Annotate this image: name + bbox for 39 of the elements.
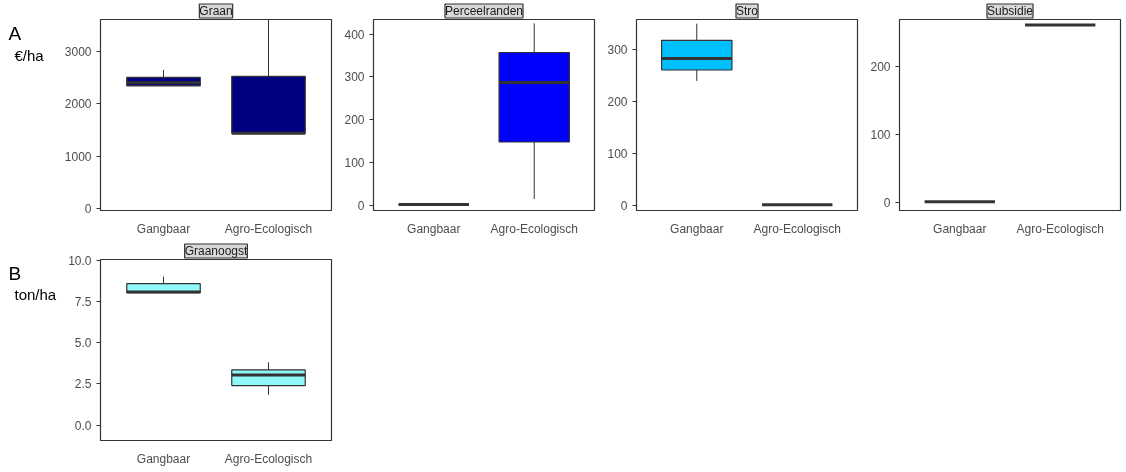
- chart-title: Perceelranden: [444, 4, 524, 18]
- y-tick-label: 100: [607, 147, 628, 162]
- x-tick-label: Gangbaar: [407, 221, 461, 236]
- y-tick-label: 2000: [64, 97, 92, 112]
- y-axis-title: €/ha: [14, 46, 45, 64]
- y-tick-label: 200: [607, 95, 628, 110]
- chart-title: Stro: [736, 4, 759, 18]
- x-tick-label: Agro-Ecologisch: [224, 451, 313, 466]
- text: A: [8, 22, 22, 44]
- y-tick-label: 100: [344, 156, 365, 171]
- x-tick-label: Agro-Ecologisch: [490, 221, 578, 236]
- y-tick-label: 0: [883, 195, 891, 210]
- y-tick-label: 1000: [64, 149, 92, 164]
- y-tick-label: 200: [870, 60, 891, 75]
- y-tick-label: 0: [357, 198, 365, 213]
- y-tick-label: 10.0: [68, 254, 92, 269]
- y-tick-label: 7.5: [74, 295, 92, 310]
- chart-title: Graan: [199, 4, 233, 18]
- x-tick-label: Agro-Ecologisch: [1016, 221, 1104, 236]
- y-tick-label: 3000: [64, 44, 92, 59]
- y-tick-label: 100: [870, 128, 891, 143]
- x-tick-label: Gangbaar: [136, 221, 191, 236]
- chart-title: Subsidie: [986, 4, 1034, 18]
- x-tick-label: Gangbaar: [136, 451, 191, 466]
- y-tick-label: 2.5: [74, 377, 92, 392]
- y-tick-label: 400: [344, 27, 365, 42]
- y-tick-label: 200: [344, 113, 365, 128]
- y-tick-label: 300: [344, 70, 365, 85]
- x-tick-label: Agro-Ecologisch: [753, 221, 841, 236]
- y-tick-label: 0: [84, 202, 92, 217]
- y-tick-label: 5.0: [74, 336, 92, 351]
- y-tick-label: 0: [620, 199, 628, 214]
- y-tick-label: 300: [607, 43, 628, 58]
- text: B: [8, 262, 22, 284]
- x-tick-label: Gangbaar: [933, 221, 987, 236]
- y-tick-label: 0.0: [74, 418, 92, 433]
- y-axis-title: ton/ha: [14, 286, 57, 304]
- x-tick-label: Agro-Ecologisch: [224, 221, 313, 236]
- x-tick-label: Gangbaar: [670, 221, 724, 236]
